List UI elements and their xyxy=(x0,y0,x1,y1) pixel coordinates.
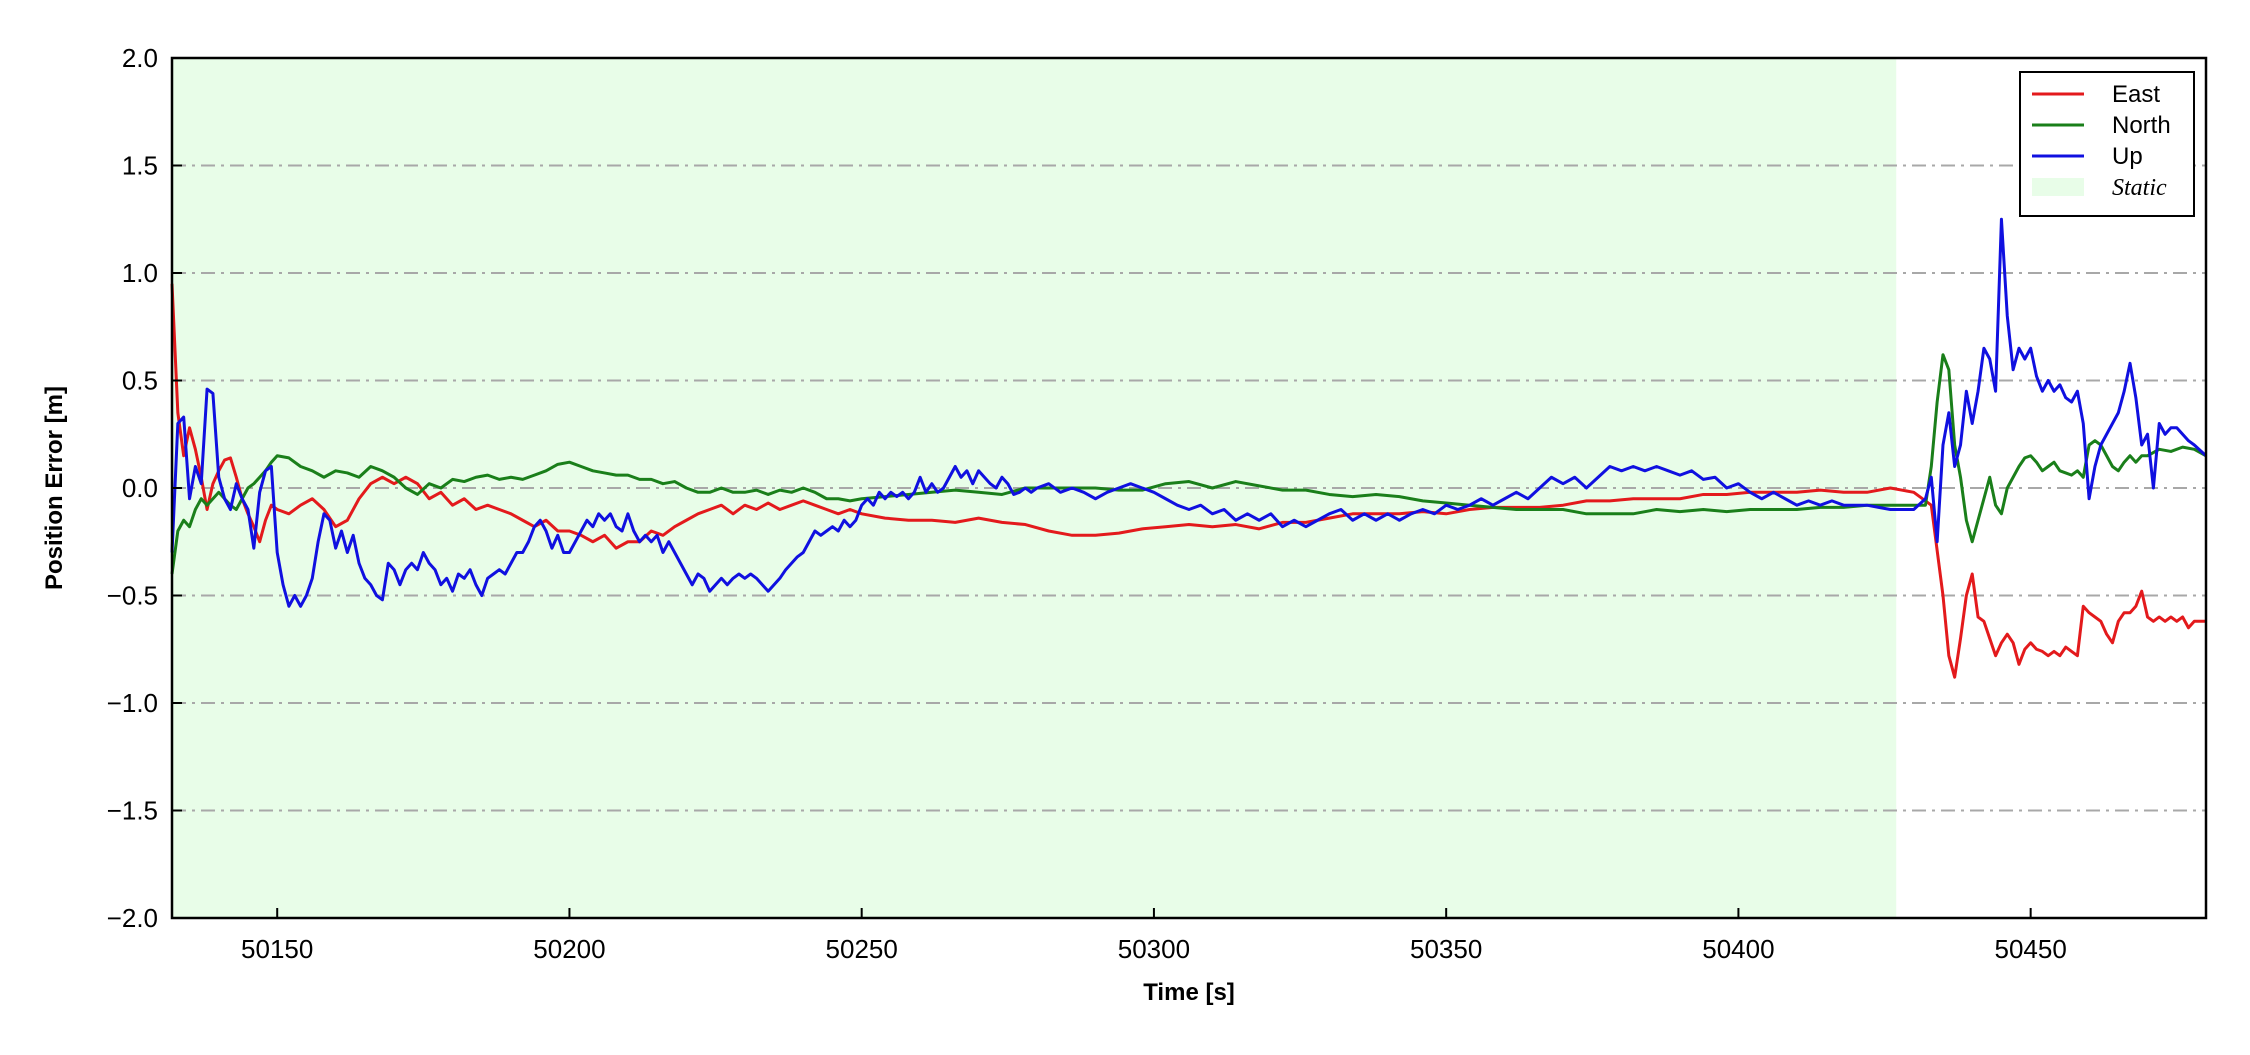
series-line-east xyxy=(170,283,2206,679)
series-lines xyxy=(170,217,2208,679)
legend-static-swatch xyxy=(2032,178,2084,196)
y-tick-label: −0.5 xyxy=(107,581,158,611)
legend-north-label: North xyxy=(2112,112,2171,139)
y-tick-label: 1.0 xyxy=(122,258,158,288)
x-tick-label: 50350 xyxy=(1410,934,1482,964)
y-tick-label: 1.5 xyxy=(122,151,158,181)
series-line-north xyxy=(170,353,2207,575)
axis-ticks: −2.0 −1.5 −1.0 −0.5 0.0 0.5 1.0 1.5 2.0 50150 5020… xyxy=(107,43,2067,964)
legend-east-label: East xyxy=(2112,81,2160,108)
x-tick-label: 50300 xyxy=(1118,934,1190,964)
y-tick-label: 0.0 xyxy=(122,473,158,503)
x-tick-label: 50450 xyxy=(1994,934,2066,964)
y-tick-label: −2.0 xyxy=(107,903,158,933)
y-tick-label: 2.0 xyxy=(122,43,158,73)
legend-up-label: Up xyxy=(2112,143,2143,170)
y-tick-label: 0.5 xyxy=(122,366,158,396)
x-tick-label: 50400 xyxy=(1702,934,1774,964)
legend-static-label: Static xyxy=(2112,175,2167,201)
y-axis-label: Position Error [m] xyxy=(41,386,68,590)
y-tick-label: −1.0 xyxy=(107,688,158,718)
x-tick-label: 50250 xyxy=(826,934,898,964)
series-line-up xyxy=(170,217,2208,608)
x-tick-label: 50150 xyxy=(241,934,313,964)
legend: East North Up Static xyxy=(2019,71,2195,217)
x-axis-label: Time [s] xyxy=(1143,979,1235,1006)
y-tick-label: −1.5 xyxy=(107,796,158,826)
grid-lines xyxy=(172,164,2206,812)
x-tick-label: 50200 xyxy=(533,934,605,964)
